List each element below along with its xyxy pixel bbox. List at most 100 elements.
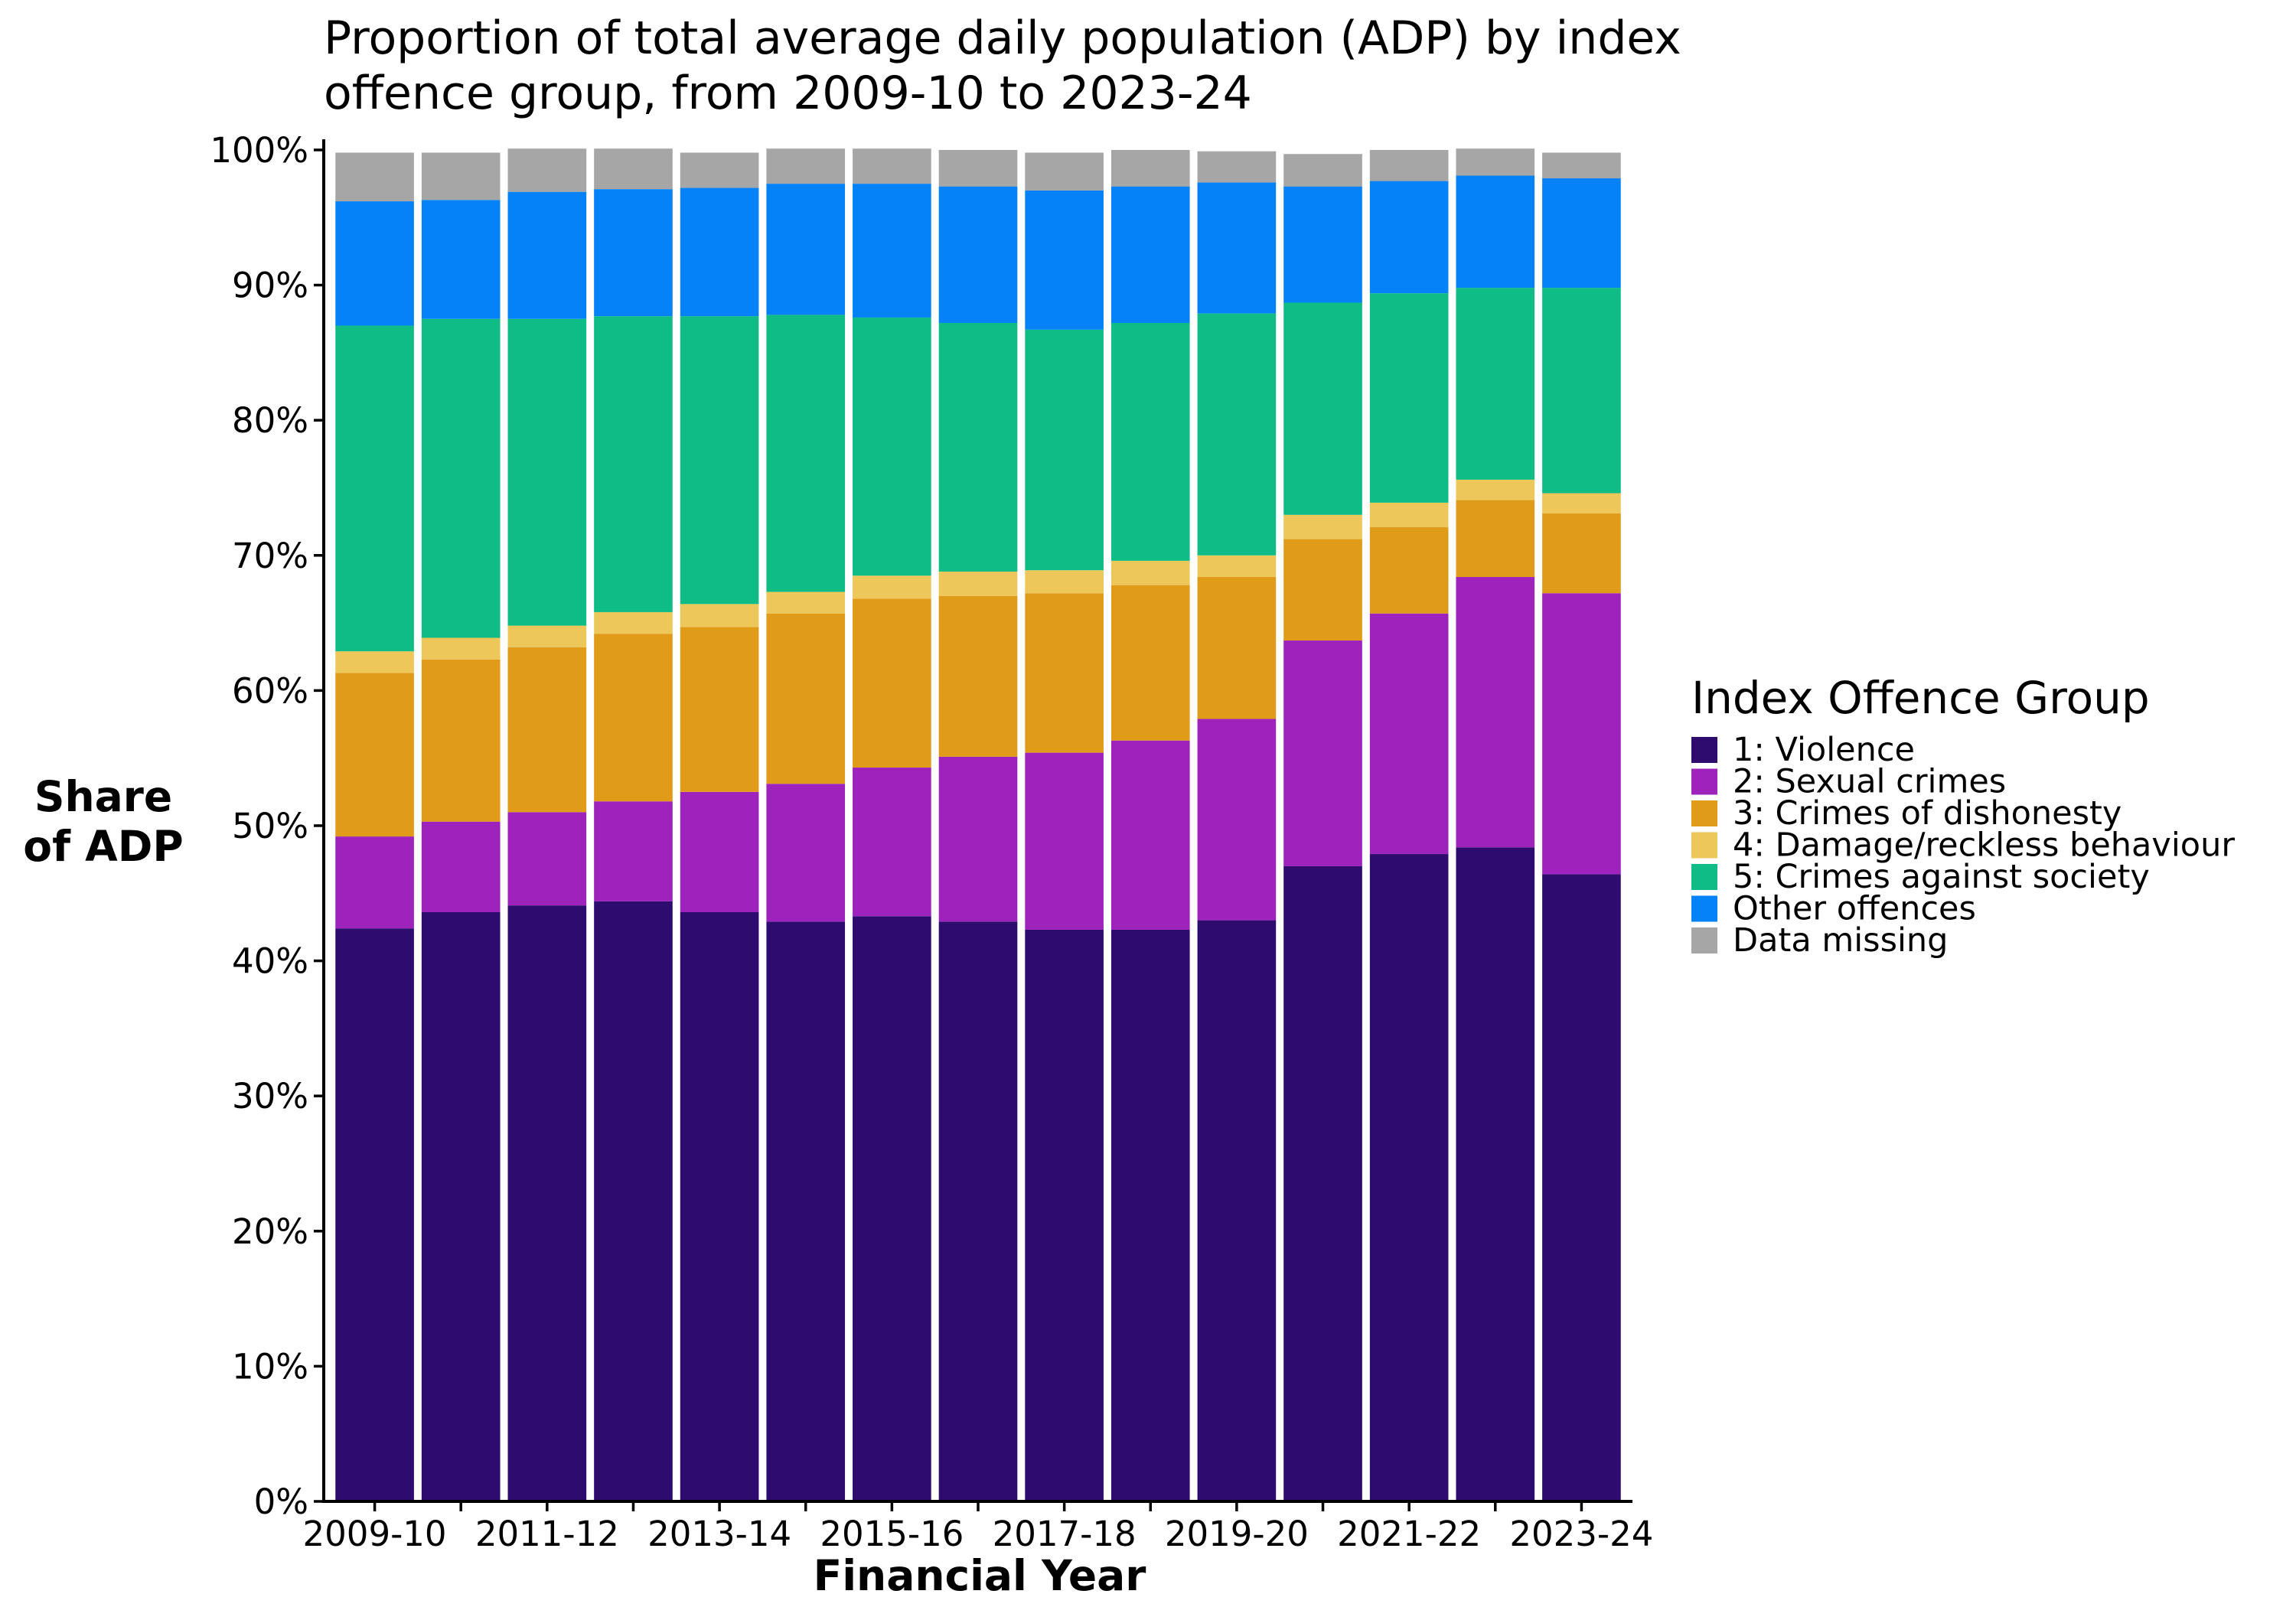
bar-segment-s7-2015-16 bbox=[853, 148, 931, 184]
bar-segment-s4-2012-13 bbox=[594, 611, 673, 634]
bar-segment-s3-2020-21 bbox=[1283, 539, 1362, 641]
y-tick-label: 10% bbox=[232, 1346, 308, 1387]
bar-segment-s3-2018-19 bbox=[1110, 585, 1190, 741]
bar-stack-2009-10 bbox=[335, 152, 414, 1501]
bar-segment-s4-2019-20 bbox=[1197, 555, 1277, 578]
bar-segment-s1-2022-23 bbox=[1456, 847, 1535, 1501]
bar-segment-s5-2013-14 bbox=[680, 316, 759, 605]
legend-swatch bbox=[1691, 832, 1717, 859]
bar-segment-s3-2015-16 bbox=[853, 598, 931, 768]
bar-segment-s7-2021-22 bbox=[1369, 149, 1449, 181]
bar-segment-s1-2009-10 bbox=[335, 928, 414, 1501]
bar-segment-s6-2011-12 bbox=[507, 191, 587, 319]
bar-segment-s3-2009-10 bbox=[335, 673, 414, 837]
bar-segment-s4-2017-18 bbox=[1025, 570, 1104, 594]
bar-segment-s1-2020-21 bbox=[1283, 865, 1362, 1501]
bar-stack-2017-18 bbox=[1025, 152, 1104, 1501]
bar-segment-s6-2012-13 bbox=[594, 189, 673, 317]
bar-segment-s3-2021-22 bbox=[1369, 526, 1449, 614]
bar-segment-s5-2022-23 bbox=[1456, 288, 1535, 480]
chart-title-line-2: offence group, from 2009-10 to 2023-24 bbox=[324, 67, 1252, 120]
bar-segment-s7-2012-13 bbox=[594, 148, 673, 190]
bar-segment-s3-2010-11 bbox=[421, 659, 501, 822]
bar-segment-s4-2023-24 bbox=[1542, 493, 1621, 514]
bar-stack-2013-14 bbox=[680, 152, 759, 1501]
y-axis: 0% 10% 20% 30% 40% 50% 60% 70% 80% 90% 100% bbox=[210, 130, 325, 1522]
bar-segment-s2-2017-18 bbox=[1025, 752, 1104, 930]
bar-segment-s2-2010-11 bbox=[421, 821, 501, 913]
bar-stack-2012-13 bbox=[594, 148, 673, 1501]
bar-segment-s2-2012-13 bbox=[594, 801, 673, 901]
bar-segment-s5-2014-15 bbox=[766, 315, 846, 592]
bar-segment-s2-2018-19 bbox=[1110, 740, 1190, 930]
bar-segment-s4-2020-21 bbox=[1283, 514, 1362, 539]
bar-segment-s1-2016-17 bbox=[938, 921, 1018, 1501]
bar-segment-s6-2021-22 bbox=[1369, 181, 1449, 294]
bar-segment-s4-2022-23 bbox=[1456, 479, 1535, 500]
y-tick-label: 0% bbox=[254, 1482, 308, 1522]
bar-segment-s5-2020-21 bbox=[1283, 302, 1362, 515]
bar-segment-s4-2021-22 bbox=[1369, 502, 1449, 527]
bar-segment-s2-2013-14 bbox=[680, 791, 759, 912]
bar-segment-s7-2022-23 bbox=[1456, 148, 1535, 176]
bar-segment-s7-2020-21 bbox=[1283, 154, 1362, 187]
y-axis-title-line-1: Share bbox=[34, 772, 172, 821]
bar-segment-s6-2009-10 bbox=[335, 201, 414, 326]
x-tick-label: 2021-22 bbox=[1337, 1514, 1481, 1554]
bar-segment-s6-2020-21 bbox=[1283, 186, 1362, 303]
bar-segment-s5-2011-12 bbox=[507, 318, 587, 626]
bar-segment-s2-2021-22 bbox=[1369, 613, 1449, 855]
bar-segment-s2-2016-17 bbox=[938, 756, 1018, 922]
legend-item: Data missing bbox=[1691, 921, 1948, 960]
bar-stack-2019-20 bbox=[1197, 151, 1277, 1501]
bar-segment-s1-2012-13 bbox=[594, 901, 673, 1501]
bar-segment-s7-2013-14 bbox=[680, 152, 759, 188]
bar-stack-2016-17 bbox=[938, 149, 1018, 1501]
bar-segment-s6-2013-14 bbox=[680, 187, 759, 317]
bar-segment-s2-2019-20 bbox=[1197, 719, 1277, 921]
x-tick-label: 2017-18 bbox=[993, 1514, 1137, 1554]
bar-segment-s6-2017-18 bbox=[1025, 190, 1104, 330]
x-axis: 2009-10 2011-12 2013-14 2015-16 2017-18 2019-… bbox=[303, 1500, 1653, 1554]
bar-segment-s1-2013-14 bbox=[680, 912, 759, 1501]
bar-segment-s7-2011-12 bbox=[507, 148, 587, 192]
bar-stack-2018-19 bbox=[1110, 149, 1190, 1501]
bar-segment-s5-2016-17 bbox=[938, 323, 1018, 572]
legend-swatch bbox=[1691, 864, 1717, 890]
bar-segment-s5-2019-20 bbox=[1197, 313, 1277, 556]
bar-segment-s3-2023-24 bbox=[1542, 513, 1621, 594]
y-tick-label: 40% bbox=[232, 941, 308, 982]
legend-item: 1: Violence bbox=[1691, 731, 1915, 769]
legend-swatch bbox=[1691, 895, 1717, 922]
y-tick-label: 80% bbox=[232, 400, 308, 441]
bar-segment-s5-2009-10 bbox=[335, 325, 414, 652]
bar-segment-s1-2010-11 bbox=[421, 912, 501, 1501]
bar-segment-s5-2021-22 bbox=[1369, 293, 1449, 503]
bar-segment-s3-2012-13 bbox=[594, 634, 673, 802]
bar-segment-s6-2023-24 bbox=[1542, 178, 1621, 288]
legend-swatch bbox=[1691, 737, 1717, 763]
y-tick-label: 90% bbox=[232, 266, 308, 306]
bar-segment-s7-2018-19 bbox=[1110, 149, 1190, 187]
legend-label: Data missing bbox=[1733, 921, 1948, 960]
y-tick-label: 50% bbox=[232, 806, 308, 846]
legend-label: 5: Crimes against society bbox=[1733, 858, 2150, 896]
bar-segment-s4-2011-12 bbox=[507, 625, 587, 647]
bar-segment-s2-2023-24 bbox=[1542, 593, 1621, 875]
legend-label: 1: Violence bbox=[1733, 731, 1915, 769]
bar-segment-s5-2010-11 bbox=[421, 318, 501, 638]
y-tick-label: 30% bbox=[232, 1076, 308, 1116]
y-axis-title: Share of ADP bbox=[23, 772, 183, 871]
legend-label: 3: Crimes of dishonesty bbox=[1733, 794, 2122, 833]
legend-label: 4: Damage/reckless behaviour bbox=[1733, 826, 2235, 865]
bar-segment-s4-2016-17 bbox=[938, 571, 1018, 596]
bar-segment-s7-2009-10 bbox=[335, 152, 414, 202]
bar-segment-s3-2013-14 bbox=[680, 627, 759, 792]
bar-segment-s5-2017-18 bbox=[1025, 329, 1104, 571]
legend-item: 2: Sexual crimes bbox=[1691, 763, 2006, 801]
bar-segment-s4-2010-11 bbox=[421, 637, 501, 660]
bar-stack-2010-11 bbox=[421, 152, 501, 1501]
x-tick-label: 2009-10 bbox=[303, 1514, 447, 1554]
